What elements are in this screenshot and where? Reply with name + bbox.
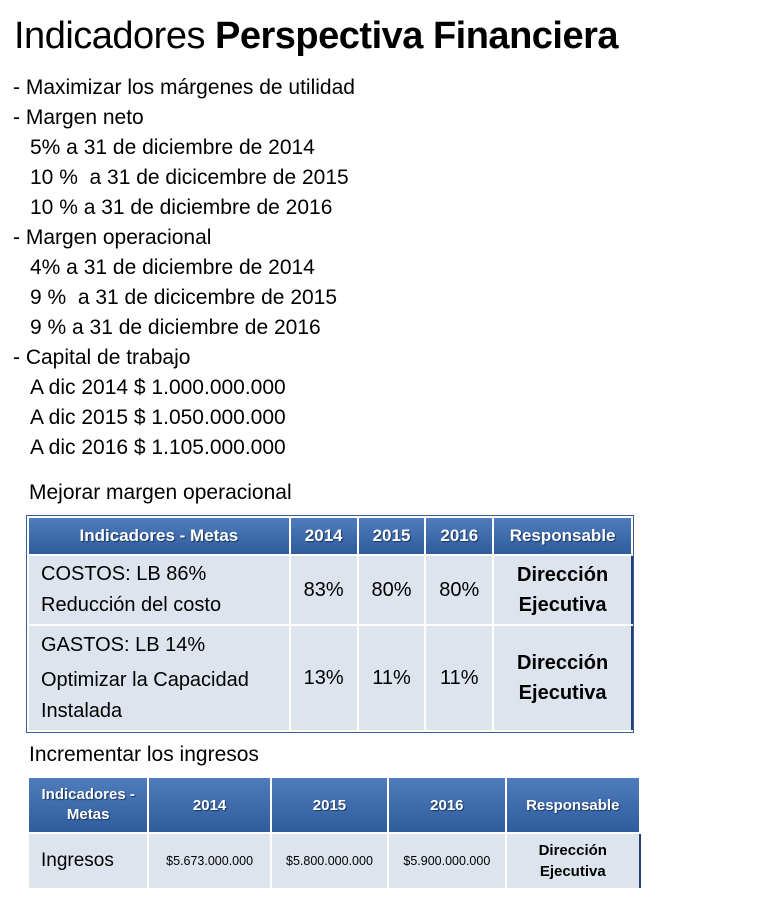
responsable-line: Ejecutiva	[518, 594, 607, 616]
table-header-row: Indicadores - Metas 2014 2015 2016 Respo…	[27, 516, 633, 556]
table-row: Ingresos $5.673.000.000 $5.800.000.000 $…	[26, 832, 641, 890]
header-2015: 2015	[356, 516, 427, 556]
indicator-cell: COSTOS: LB 86% Reducción del costo	[27, 554, 291, 626]
bullet-subitem: 5% a 31 de diciembre de 2014	[30, 136, 315, 159]
responsable-cell: Dirección Ejecutiva	[492, 624, 633, 732]
responsable-line: Ejecutiva	[518, 682, 607, 704]
bullet-subitem: 10 % a 31 de dicicembre de 2015	[30, 166, 349, 189]
page-title: Indicadores Perspectiva Financiera	[14, 12, 619, 60]
header-2015: 2015	[269, 776, 390, 834]
bullet-subitem: 10 % a 31 de diciembre de 2016	[30, 196, 333, 219]
indicator-line: Reducción del costo	[41, 594, 222, 616]
header-2014: 2014	[147, 776, 272, 834]
header-responsable: Responsable	[492, 516, 633, 556]
table-header-row: Indicadores - Metas 2014 2015 2016 Respo…	[26, 776, 642, 834]
responsable-line: Dirección	[517, 652, 609, 674]
header-2014: 2014	[288, 516, 359, 556]
value-cell: 83%	[288, 554, 359, 626]
header-line: Metas	[66, 806, 110, 823]
responsable-cell: Dirección Ejecutiva	[504, 832, 641, 890]
bullet-list: - Maximizar los márgenes de utilidad - M…	[13, 73, 355, 463]
indicator-cell: GASTOS: LB 14% Optimizar la Capacidad In…	[27, 624, 291, 732]
bullet-item: - Capital de trabajo	[13, 346, 191, 369]
bullet-subitem: 4% a 31 de diciembre de 2014	[30, 256, 315, 279]
header-indicadores: Indicadores - Metas	[26, 776, 150, 834]
responsable-line: Dirección	[517, 564, 609, 586]
value-cell: 11%	[356, 624, 426, 732]
responsable-cell: Dirección Ejecutiva	[492, 554, 633, 626]
section-title-margen: Mejorar margen operacional	[29, 481, 292, 504]
value-cell: $5.800.000.000	[269, 832, 389, 890]
value-cell: 80%	[424, 554, 494, 626]
header-line: Indicadores -	[41, 786, 135, 803]
value-cell: $5.900.000.000	[387, 832, 507, 890]
bullet-subitem: A dic 2014 $ 1.000.000.000	[30, 376, 286, 399]
header-responsable: Responsable	[504, 776, 642, 834]
bullet-subitem: A dic 2015 $ 1.050.000.000	[30, 406, 286, 429]
bullet-subitem: A dic 2016 $ 1.105.000.000	[30, 436, 286, 459]
title-bold: Perspectiva Financiera	[215, 15, 619, 57]
value-cell: 80%	[356, 554, 426, 626]
table-row: GASTOS: LB 14% Optimizar la Capacidad In…	[27, 624, 633, 732]
value-cell: 11%	[424, 624, 494, 732]
value-cell: 13%	[288, 624, 359, 732]
bullet-subitem: 9 % a 31 de dicicembre de 2015	[30, 286, 338, 309]
bullet-item: - Maximizar los márgenes de utilidad	[13, 76, 355, 99]
indicator-cell: Ingresos	[26, 832, 149, 890]
indicator-line: Instalada	[41, 699, 123, 722]
indicator-line: COSTOS: LB 86%	[41, 563, 207, 585]
bullet-item: - Margen neto	[13, 106, 144, 129]
indicator-line: GASTOS: LB 14%	[41, 633, 206, 656]
section-title-ingresos: Incrementar los ingresos	[29, 743, 259, 766]
margen-operacional-table: Indicadores - Metas 2014 2015 2016 Respo…	[26, 515, 634, 733]
title-regular: Indicadores	[14, 15, 205, 57]
ingresos-table: Indicadores - Metas 2014 2015 2016 Respo…	[26, 776, 642, 890]
header-2016: 2016	[424, 516, 495, 556]
table-row: COSTOS: LB 86% Reducción del costo 83% 8…	[27, 554, 633, 626]
responsable-line: Dirección	[538, 842, 607, 859]
header-indicadores: Indicadores - Metas	[27, 516, 291, 556]
header-2016: 2016	[387, 776, 507, 834]
responsable-line: Ejecutiva	[539, 863, 606, 880]
bullet-item: - Margen operacional	[13, 226, 212, 249]
value-cell: $5.673.000.000	[147, 832, 272, 890]
indicator-line: Optimizar la Capacidad	[41, 668, 249, 691]
bullet-subitem: 9 % a 31 de diciembre de 2016	[30, 316, 321, 339]
